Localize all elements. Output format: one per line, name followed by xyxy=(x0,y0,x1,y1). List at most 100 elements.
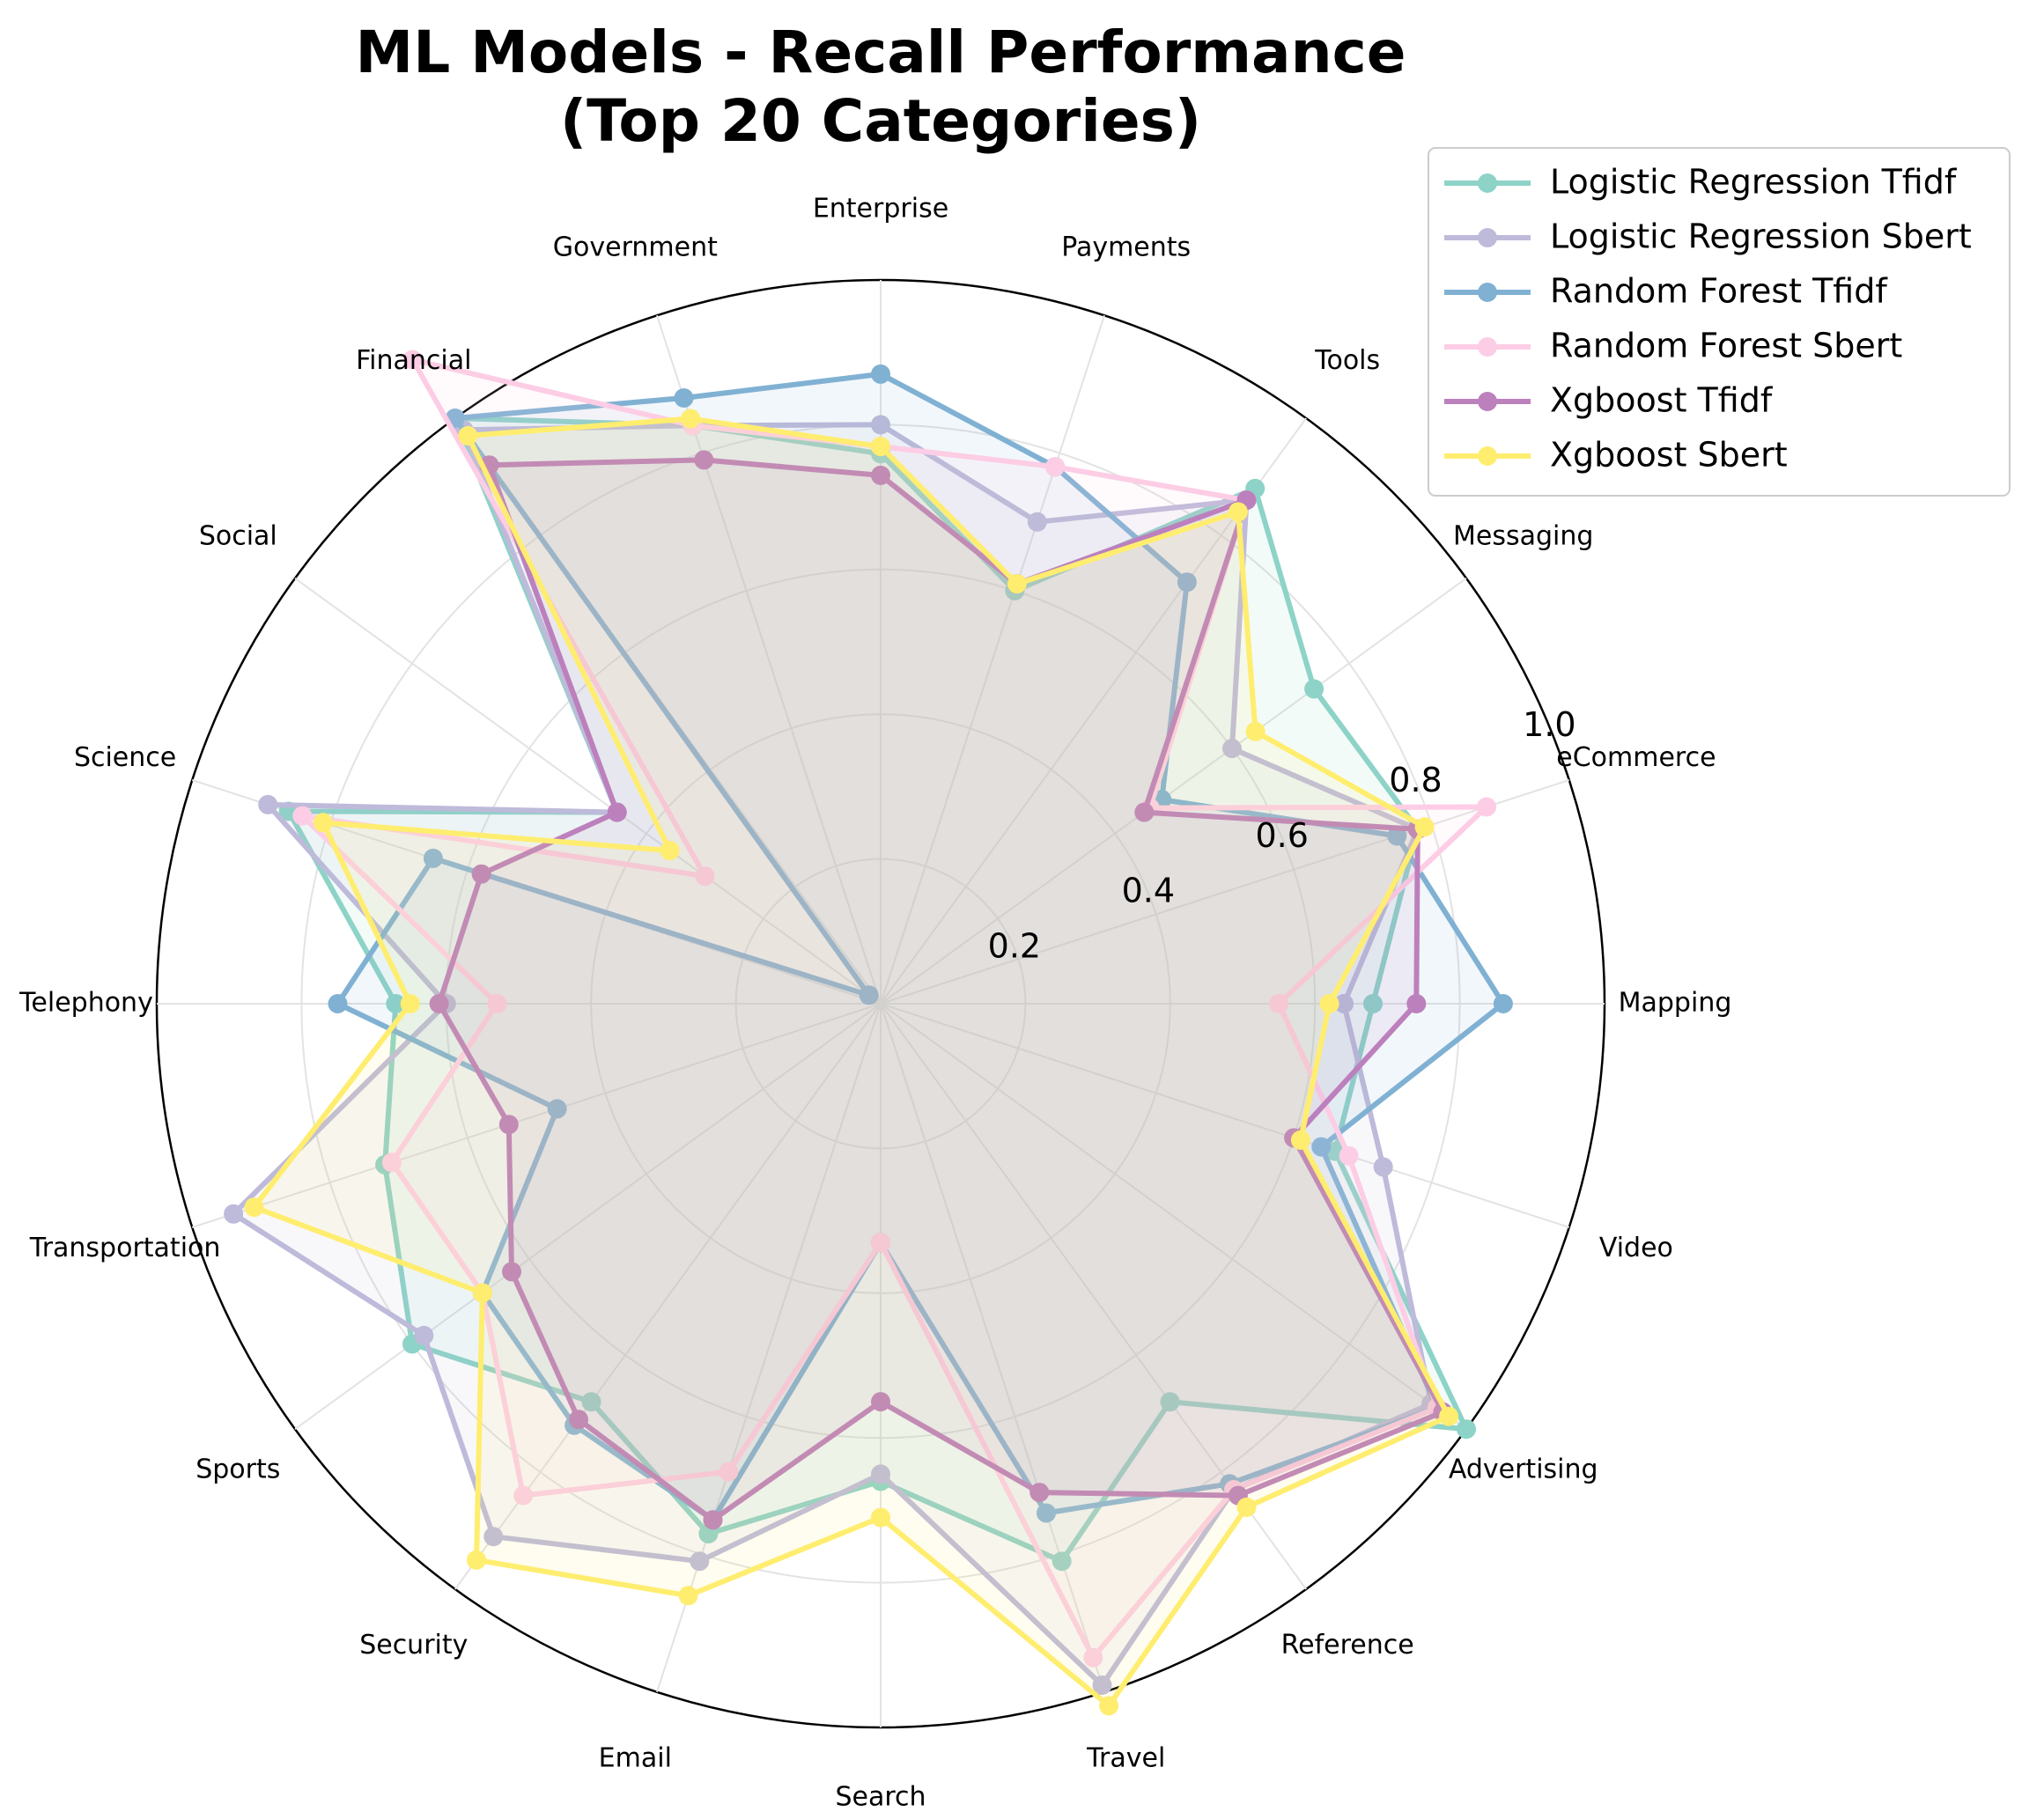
grid-spoke xyxy=(294,1003,882,1430)
data-point xyxy=(695,866,715,887)
category-label: Social xyxy=(199,520,277,551)
data-point xyxy=(1457,1419,1476,1440)
legend-item: Xgboost Sbert xyxy=(1444,436,1788,475)
legend-label: Random Forest Sbert xyxy=(1550,327,1902,365)
legend-item: Random Forest Sbert xyxy=(1444,327,1902,365)
data-point xyxy=(487,994,507,1013)
category-label: Security xyxy=(359,1630,468,1661)
category-label: Sports xyxy=(196,1454,280,1485)
legend-swatch-marker xyxy=(1478,228,1497,247)
data-point xyxy=(871,364,890,384)
data-point xyxy=(1304,679,1325,699)
data-point xyxy=(1290,1130,1310,1150)
legend-swatch-marker xyxy=(1478,392,1497,411)
category-labels: Mapping eCommerce Messaging Tools Payments En… xyxy=(18,194,1731,1813)
data-point xyxy=(1334,994,1354,1013)
data-point xyxy=(871,465,890,485)
legend-swatch-marker xyxy=(1478,173,1497,193)
data-point xyxy=(1319,994,1339,1013)
chart-subtitle: (Top 20 Categories) xyxy=(560,87,1201,155)
radial-tick-label: 0.8 xyxy=(1389,761,1442,799)
data-point xyxy=(313,813,333,833)
data-point xyxy=(674,388,694,408)
data-point xyxy=(258,794,278,814)
category-label: Transportation xyxy=(29,1233,221,1263)
data-point xyxy=(569,1410,588,1430)
data-point xyxy=(328,994,348,1013)
data-point xyxy=(1311,1137,1332,1157)
data-point xyxy=(458,425,478,446)
data-point xyxy=(547,1099,567,1119)
data-point xyxy=(871,1464,890,1484)
grid-spoke xyxy=(880,314,1105,1005)
data-point xyxy=(429,994,449,1013)
data-point xyxy=(1045,457,1066,477)
data-point xyxy=(423,848,443,868)
radial-tick-label: 0.2 xyxy=(988,927,1041,966)
data-point xyxy=(581,1392,601,1412)
category-label: Reference xyxy=(1281,1630,1414,1661)
data-point xyxy=(703,1510,723,1530)
data-point xyxy=(1245,721,1266,741)
category-label: Telephony xyxy=(18,988,153,1019)
chart-title: ML Models - Recall Performance xyxy=(356,18,1406,86)
data-point xyxy=(1406,994,1427,1013)
data-point xyxy=(694,450,714,470)
legend-label: Logistic Regression Sbert xyxy=(1550,217,1972,256)
data-point xyxy=(1387,826,1407,846)
category-label: Payments xyxy=(1061,232,1191,263)
data-point xyxy=(224,1204,244,1224)
data-point xyxy=(607,802,627,822)
data-point xyxy=(1477,797,1496,817)
category-label: Travel xyxy=(1086,1742,1165,1773)
grid-spoke xyxy=(880,1003,1570,1228)
data-point xyxy=(1373,1157,1393,1177)
legend-label: Logistic Regression Tfidf xyxy=(1550,163,1958,202)
data-point xyxy=(690,1551,710,1572)
category-label: Advertising xyxy=(1449,1454,1598,1485)
legend-item: Random Forest Tfidf xyxy=(1444,272,1888,311)
legend-item: Logistic Regression Sbert xyxy=(1444,217,1972,256)
legend: Logistic Regression Tfidf Logistic Regres… xyxy=(1428,147,2011,497)
data-point xyxy=(472,1283,492,1303)
legend-item: Logistic Regression Tfidf xyxy=(1444,163,1958,202)
grid-spoke xyxy=(880,779,1570,1005)
data-point xyxy=(1160,1392,1180,1412)
data-point xyxy=(381,1153,402,1173)
data-point xyxy=(414,1325,434,1345)
data-point xyxy=(1339,1145,1359,1166)
data-point xyxy=(660,841,680,861)
radial-tick-label: 0.4 xyxy=(1122,872,1175,910)
data-point xyxy=(1414,817,1435,837)
grid-spoke xyxy=(880,1003,1467,1430)
grid-spoke xyxy=(191,1003,882,1228)
data-point xyxy=(1493,994,1513,1013)
data-point xyxy=(871,415,890,435)
data-point xyxy=(513,1485,534,1506)
data-point xyxy=(681,409,701,429)
data-point xyxy=(498,1115,519,1135)
data-point xyxy=(1134,802,1155,822)
radial-tick-label: 0.6 xyxy=(1255,816,1308,855)
radar-series xyxy=(224,350,1513,1716)
category-label: Messaging xyxy=(1453,520,1593,551)
series-xgboost-sbert xyxy=(244,409,1459,1716)
data-point xyxy=(859,985,879,1005)
grid-spoke xyxy=(880,1003,1105,1693)
data-point xyxy=(1363,994,1383,1013)
data-point xyxy=(871,437,890,457)
data-point xyxy=(871,1507,890,1528)
data-point xyxy=(1236,1497,1257,1517)
data-point xyxy=(1037,1503,1056,1523)
legend-swatch-marker xyxy=(1478,337,1497,357)
data-point xyxy=(1177,572,1197,593)
grid-spoke xyxy=(294,578,882,1005)
category-label: Search xyxy=(835,1782,926,1813)
category-label: Government xyxy=(553,232,718,263)
radial-tick-labels: 0.2 0.4 0.6 0.8 1.0 xyxy=(988,705,1576,966)
data-point xyxy=(1439,1406,1459,1426)
data-point xyxy=(502,1262,521,1282)
data-point xyxy=(467,1550,486,1570)
data-point xyxy=(292,806,313,826)
data-point xyxy=(719,1462,739,1482)
